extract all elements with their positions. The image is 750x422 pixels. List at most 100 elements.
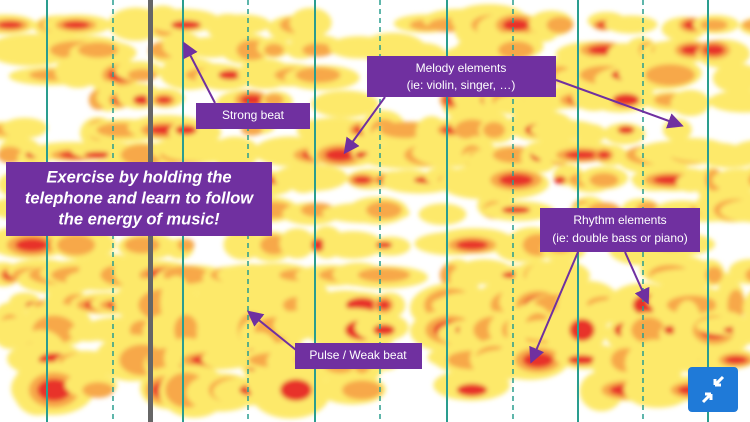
label-box — [295, 343, 422, 369]
rhythm-label: Rhythm elements (ie: double bass or pian… — [529, 208, 700, 364]
energy-blob — [353, 176, 371, 184]
energy-blob — [295, 67, 341, 83]
energy-blob — [171, 20, 201, 30]
energy-blob — [342, 380, 382, 400]
strong-beat-label: Strong beat — [183, 41, 310, 129]
energy-blob — [77, 42, 119, 58]
energy-blob — [215, 14, 271, 34]
energy-blob — [279, 228, 315, 259]
energy-blob — [712, 63, 750, 93]
energy-blob — [2, 117, 48, 139]
arrow — [555, 79, 684, 129]
energy-blob — [218, 70, 242, 80]
energy-blob — [732, 315, 750, 344]
arrow — [529, 251, 579, 364]
energy-blob — [720, 199, 750, 223]
energy-blob — [498, 173, 534, 187]
minimize-button[interactable] — [688, 367, 738, 412]
energy-blob — [574, 123, 607, 144]
energy-blob — [670, 89, 710, 117]
energy-blob — [705, 266, 723, 284]
energy-blob — [724, 355, 748, 365]
label-text: Melody elements — [416, 61, 507, 75]
callout-text: Exercise by holding the — [46, 168, 231, 186]
energy-blob — [597, 151, 611, 159]
energy-blob — [82, 382, 114, 398]
pulse-label: Pulse / Weak beat — [246, 310, 422, 369]
energy-blob — [311, 90, 379, 118]
energy-blob — [311, 238, 325, 252]
energy-blob — [0, 21, 23, 29]
energy-blob — [502, 18, 530, 32]
label-text: (ie: violin, singer, …) — [407, 78, 516, 92]
energy-blob — [567, 355, 597, 365]
energy-blob — [357, 267, 411, 283]
energy-blob — [56, 234, 96, 256]
energy-blob — [501, 206, 531, 214]
energy-blob — [15, 238, 49, 252]
arrow — [246, 310, 297, 351]
energy-blob — [373, 324, 395, 336]
callout: Exercise by holding the telephone and le… — [6, 162, 272, 236]
label-text: (ie: double bass or piano) — [552, 231, 687, 245]
energy-blob — [604, 15, 658, 34]
energy-blob — [302, 43, 334, 57]
energy-blob — [554, 175, 566, 185]
melody-label: Melody elements (ie: violin, singer, …) — [343, 56, 684, 155]
energy-blob — [124, 236, 160, 254]
energy-blob — [62, 21, 90, 29]
energy-blob — [742, 19, 750, 31]
energy-blob — [745, 268, 750, 282]
energy-blob — [84, 151, 112, 159]
energy-blob — [455, 240, 489, 250]
callout-box — [6, 162, 272, 236]
energy-blob — [174, 314, 198, 346]
energy-blob — [156, 96, 172, 104]
energy-blob — [482, 121, 506, 139]
energy-blob — [177, 238, 195, 252]
label-text: Rhythm elements — [573, 213, 666, 227]
energy-blob — [418, 203, 467, 226]
energy-blob — [375, 241, 393, 249]
energy-blob — [322, 231, 384, 259]
energy-blob — [700, 19, 728, 31]
energy-blob — [377, 300, 391, 310]
energy-blob — [456, 383, 488, 397]
energy-blob — [569, 318, 595, 342]
arrow — [183, 41, 216, 104]
energy-blob — [546, 16, 574, 34]
energy-blob — [240, 94, 264, 106]
energy-blob — [617, 125, 635, 135]
energy-blob — [201, 349, 246, 369]
button-bg[interactable] — [688, 367, 738, 412]
energy-blob — [664, 325, 676, 335]
energy-blob — [264, 43, 284, 57]
callout-text: telephone and learn to follow — [25, 189, 254, 207]
energy-blob — [273, 163, 348, 192]
energy-blob — [564, 150, 600, 160]
energy-blob — [644, 64, 696, 86]
energy-blob — [289, 7, 332, 38]
energy-blob — [703, 44, 725, 56]
energy-blob — [522, 352, 554, 368]
energy-blob — [280, 379, 312, 401]
energy-blob — [662, 118, 692, 141]
arrow — [343, 96, 386, 155]
energy-blob — [133, 94, 151, 106]
energy-blob — [712, 168, 750, 192]
energy-blob — [0, 146, 23, 164]
label-box — [540, 208, 700, 252]
energy-blob — [37, 378, 71, 402]
energy-blob — [210, 136, 260, 169]
energy-blob — [728, 259, 750, 285]
energy-blob — [742, 167, 750, 188]
energy-blob — [175, 125, 197, 135]
energy-blob — [631, 316, 665, 344]
label-box — [367, 56, 556, 97]
energy-blob — [324, 148, 356, 162]
energy-blob — [273, 310, 320, 341]
label-text: Pulse / Weak beat — [309, 348, 407, 362]
button-icon[interactable] — [701, 375, 725, 404]
